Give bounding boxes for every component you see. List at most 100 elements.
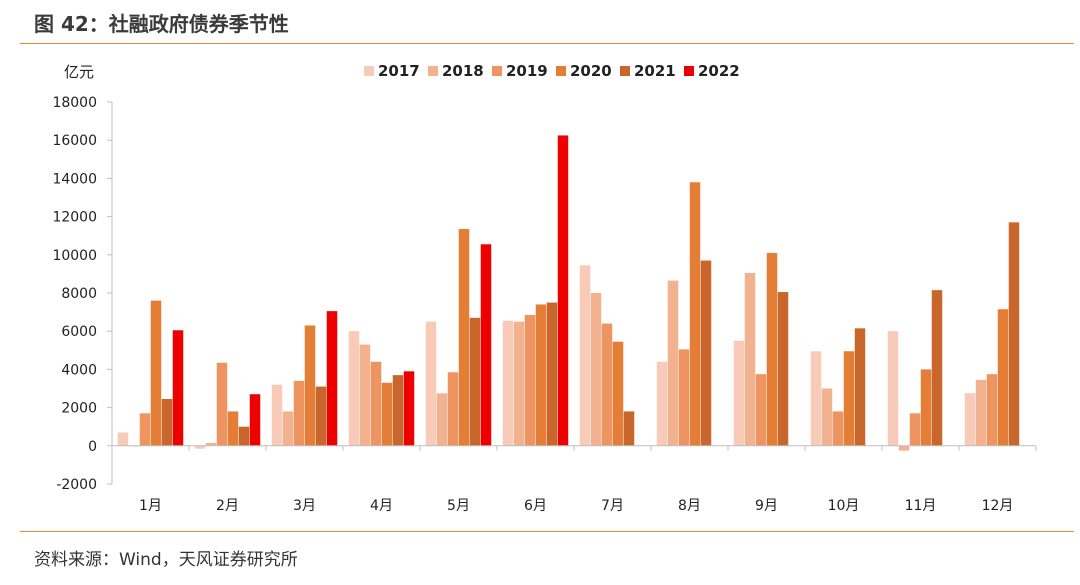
legend-swatch: [684, 66, 694, 76]
bar: [293, 380, 305, 446]
bar: [964, 393, 976, 446]
bar: [854, 328, 866, 446]
bar: [744, 272, 756, 446]
bar: [194, 445, 206, 449]
legend-swatch: [428, 66, 438, 76]
y-axis: 18000 16000 14000 12000 10000 8000 6000 4000 200…: [52, 95, 113, 493]
bar: [590, 293, 602, 446]
legend-swatch: [364, 66, 374, 76]
bar: [733, 340, 745, 446]
legend-swatch: [620, 66, 630, 76]
bar-series: [117, 135, 1020, 451]
title-divider: [20, 43, 1074, 44]
bar: [381, 382, 393, 446]
bar: [601, 323, 613, 446]
bar: [469, 317, 481, 446]
bar: [909, 413, 921, 446]
bar: [766, 252, 778, 446]
bar: [689, 182, 701, 446]
bar: [403, 371, 415, 446]
bar: [700, 260, 712, 446]
y-axis-label: 亿元: [64, 63, 94, 81]
bar: [117, 432, 129, 446]
figure-title: 图 42：社融政府债券季节性: [34, 12, 289, 36]
bar: [271, 384, 283, 446]
bar: [1008, 222, 1020, 446]
bar: [227, 411, 239, 446]
bar: [755, 374, 767, 446]
x-tick-label: 9月: [755, 498, 778, 514]
bar: [425, 321, 437, 446]
bar: [535, 304, 547, 446]
x-tick-label: 1月: [139, 498, 162, 514]
y-tick-label: 18000: [52, 95, 97, 111]
bar: [249, 394, 261, 446]
legend-label: 2018: [442, 62, 484, 80]
bar: [997, 309, 1009, 446]
x-tick-label: 5月: [447, 498, 470, 514]
bar: [205, 442, 217, 446]
x-tick-label: 12月: [982, 498, 1014, 514]
x-tick-label: 11月: [905, 498, 937, 514]
bar: [238, 426, 250, 446]
bar: [139, 413, 151, 446]
bar: [282, 411, 294, 446]
bar: [777, 292, 789, 446]
chart-legend: 2017 2018 2019 2020 2021 2022: [364, 62, 740, 80]
legend-label: 2017: [378, 62, 420, 80]
legend-swatch: [492, 66, 502, 76]
legend-label: 2022: [698, 62, 740, 80]
x-tick-label: 4月: [370, 498, 393, 514]
bar: [348, 331, 360, 446]
bar: [161, 399, 173, 446]
bar: [480, 244, 492, 446]
bar: [502, 320, 514, 446]
y-tick-label: 12000: [52, 210, 97, 226]
bar: [612, 341, 624, 446]
bar: [513, 321, 525, 446]
bar: [843, 351, 855, 446]
bar: [832, 411, 844, 446]
bar: [920, 369, 932, 446]
bar: [315, 386, 327, 446]
y-tick-label: 14000: [52, 171, 97, 187]
bar: [557, 135, 569, 446]
bar: [887, 331, 899, 446]
y-tick-label: 6000: [61, 324, 97, 340]
bar: [326, 311, 338, 446]
bar: [524, 314, 536, 446]
y-tick-label: 16000: [52, 133, 97, 149]
bar: [667, 280, 679, 446]
bar: [579, 265, 591, 446]
y-tick-label: 2000: [61, 401, 97, 417]
bar: [392, 375, 404, 446]
bar: [986, 374, 998, 446]
bar: [975, 379, 987, 446]
bar: [821, 388, 833, 446]
bar: [898, 445, 910, 451]
source-divider: [20, 531, 1074, 532]
bar: [931, 290, 943, 446]
bar: [656, 361, 668, 446]
x-axis: 1月 2月 3月 4月 5月 6月 7月 8月 9月 10月 11月 12月: [111, 445, 1037, 514]
bar-chart: 2017 2018 2019 2020 2021 2022 亿元 18000 16000 14…: [52, 62, 1037, 514]
bar: [304, 325, 316, 446]
bar: [436, 393, 448, 446]
x-tick-label: 3月: [293, 498, 316, 514]
source-note: 资料来源：Wind，天风证券研究所: [34, 550, 298, 570]
bar: [623, 411, 635, 446]
x-tick-label: 2月: [216, 498, 239, 514]
bar: [172, 330, 184, 446]
y-tick-label: -2000: [56, 477, 97, 493]
legend-swatch: [556, 66, 566, 76]
y-tick-label: 0: [88, 439, 97, 455]
bar: [447, 372, 459, 446]
x-tick-label: 10月: [828, 498, 860, 514]
legend-label: 2021: [634, 62, 676, 80]
bar: [150, 300, 162, 446]
legend-label: 2020: [570, 62, 612, 80]
x-tick-label: 7月: [601, 498, 624, 514]
x-tick-label: 8月: [678, 498, 701, 514]
y-tick-label: 4000: [61, 362, 97, 378]
bar: [216, 362, 228, 446]
